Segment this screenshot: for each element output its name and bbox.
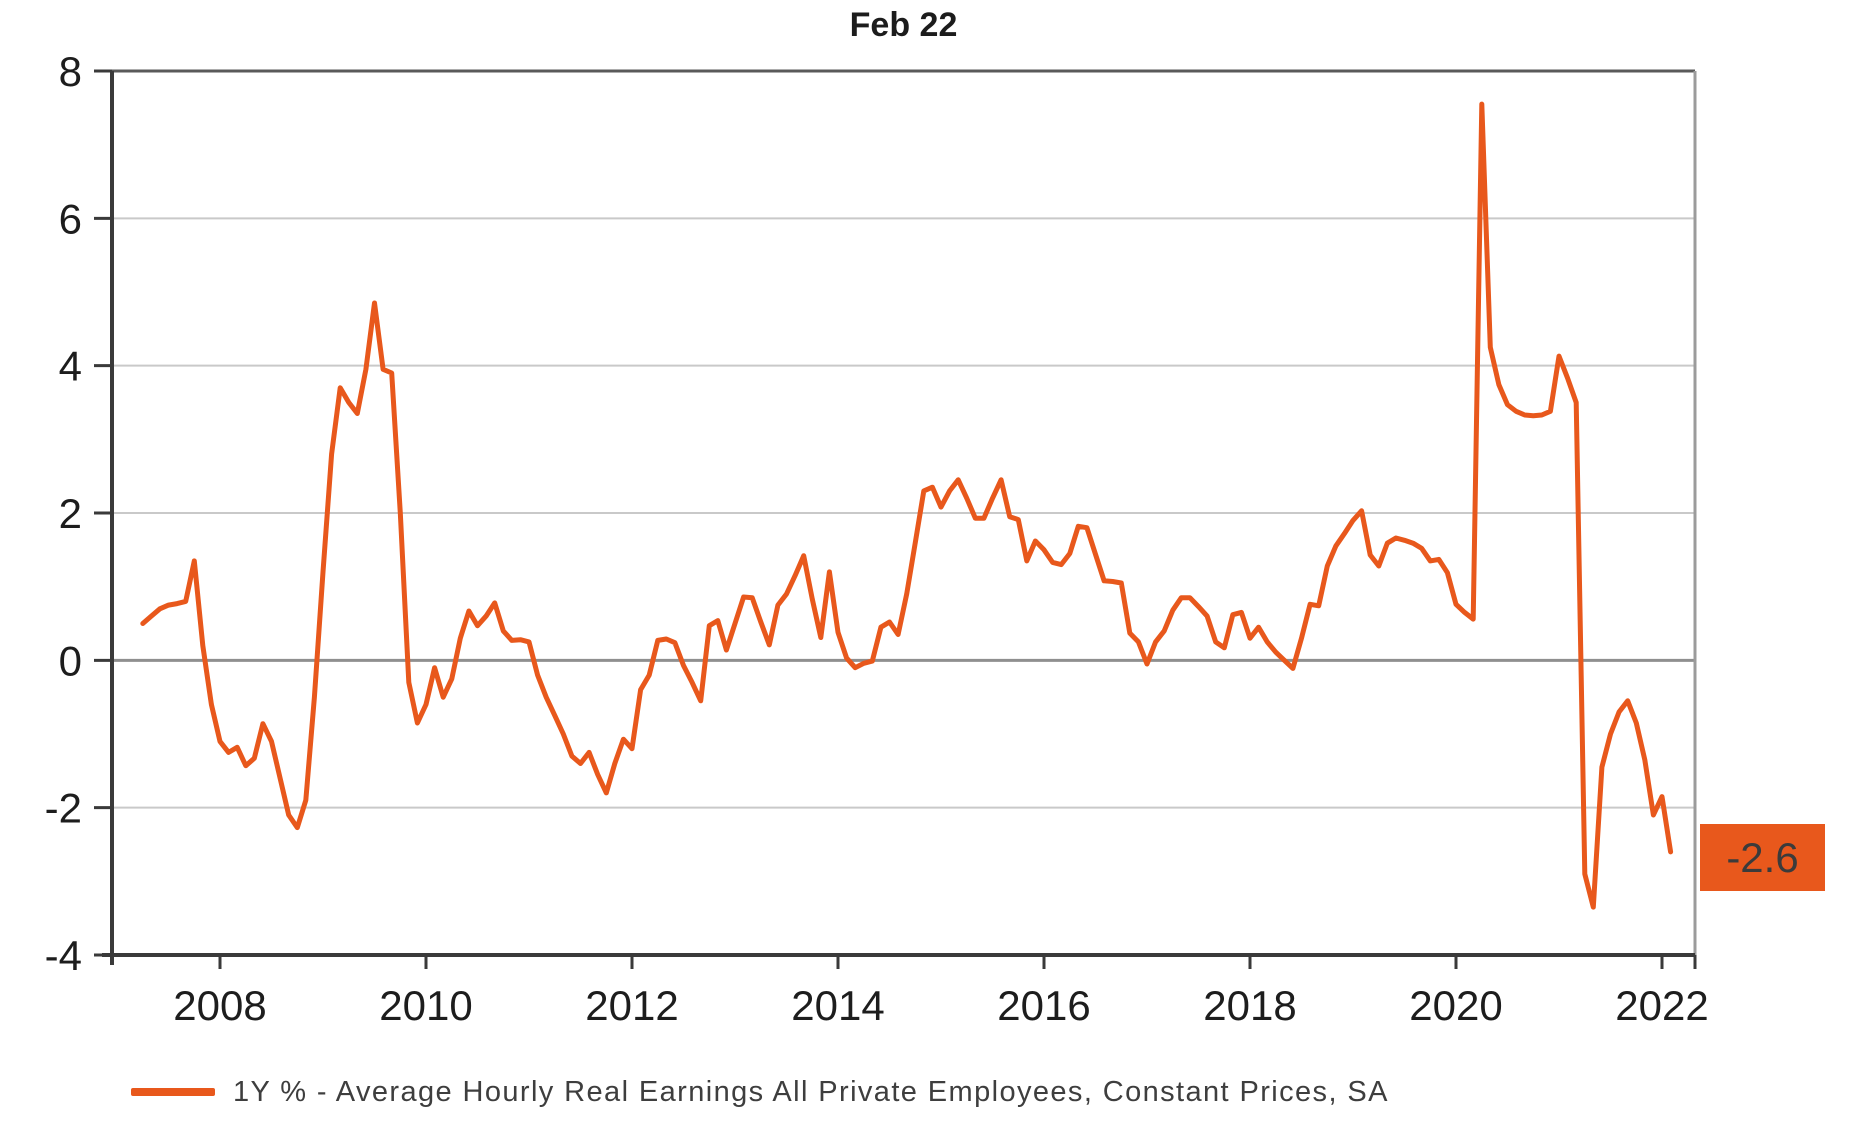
y-tick-label: -4: [45, 932, 82, 979]
y-tick-label: 2: [59, 490, 82, 537]
legend-line-swatch: [131, 1088, 215, 1096]
y-tick-label: 0: [59, 637, 82, 684]
y-tick-label: -2: [45, 785, 82, 832]
y-tick-label: 4: [59, 343, 82, 390]
x-tick-label: 2014: [791, 982, 884, 1029]
x-tick-label: 2010: [379, 982, 472, 1029]
legend-series-label: 1Y % - Average Hourly Real Earnings All …: [233, 1075, 1389, 1108]
last-value-badge: -2.6: [1700, 824, 1825, 891]
x-tick-label: 2008: [173, 982, 266, 1029]
y-tick-label: 6: [59, 195, 82, 242]
series-line: [140, 101, 1674, 910]
legend: 1Y % - Average Hourly Real Earnings All …: [131, 1072, 1389, 1112]
x-tick-label: 2022: [1615, 982, 1708, 1029]
x-tick-label: 2012: [585, 982, 678, 1029]
x-tick-label: 2020: [1409, 982, 1502, 1029]
y-tick-label: 8: [59, 48, 82, 95]
x-tick-label: 2016: [997, 982, 1090, 1029]
x-tick-label: 2018: [1203, 982, 1296, 1029]
chart-title: Feb 22: [849, 6, 958, 44]
